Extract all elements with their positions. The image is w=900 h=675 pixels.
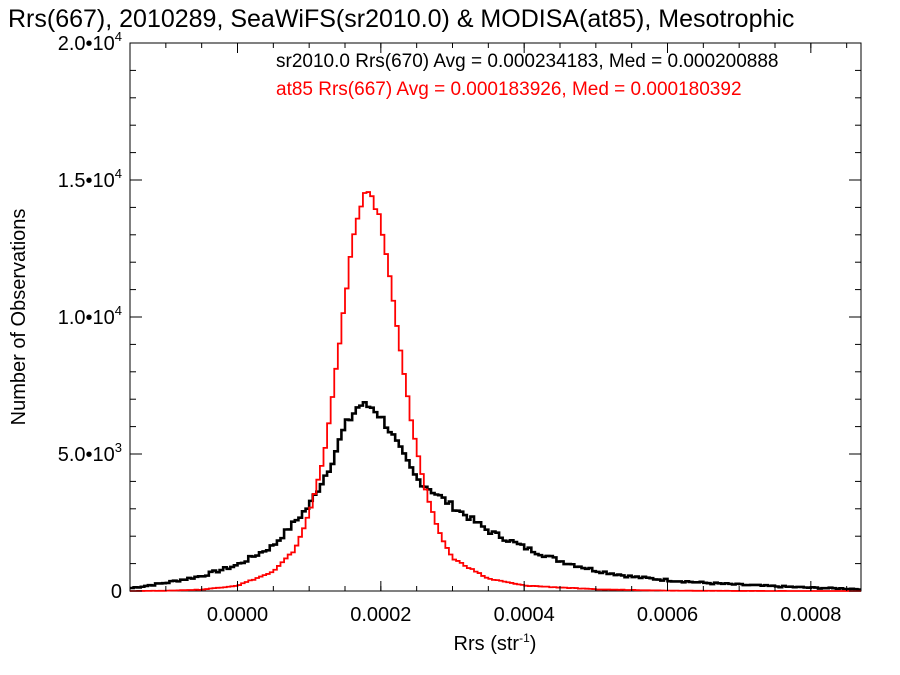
series-layer <box>130 191 861 592</box>
legend-entry-at85: at85 Rrs(667) Avg = 0.000183926, Med = 0… <box>276 79 742 100</box>
chart-title: Rrs(667), 2010289, SeaWiFS(sr2010.0) & M… <box>8 5 794 33</box>
plot-frame <box>129 42 862 592</box>
axes-layer: 0.0000 0.0002 0.0004 0.0006 0.0008 0 5.0•103 1.… <box>58 29 861 626</box>
y-tick-label: 1.5•104 <box>58 166 122 192</box>
x-tick-label: 0.0006 <box>637 604 698 626</box>
y-tick-label: 1.0•104 <box>58 303 122 329</box>
y-tick-label: 2.0•104 <box>58 29 122 55</box>
x-tick-label: 0.0004 <box>494 604 555 626</box>
x-tick-label: 0.0002 <box>350 604 411 626</box>
x-axis-label: Rrs (str-1) <box>454 631 537 655</box>
x-tick-label: 0.0008 <box>780 604 841 626</box>
series-sr2010.0-histogram <box>130 401 861 591</box>
legend-entry-sr2010: sr2010.0 Rrs(670) Avg = 0.000234183, Med… <box>276 51 778 72</box>
y-tick-label: 5.0•103 <box>58 440 122 466</box>
y-axis-label: Number of Observations <box>8 209 30 426</box>
y-tick-label: 0 <box>111 581 122 603</box>
series-at85-histogram <box>130 191 861 592</box>
x-tick-label: 0.0000 <box>207 604 268 626</box>
